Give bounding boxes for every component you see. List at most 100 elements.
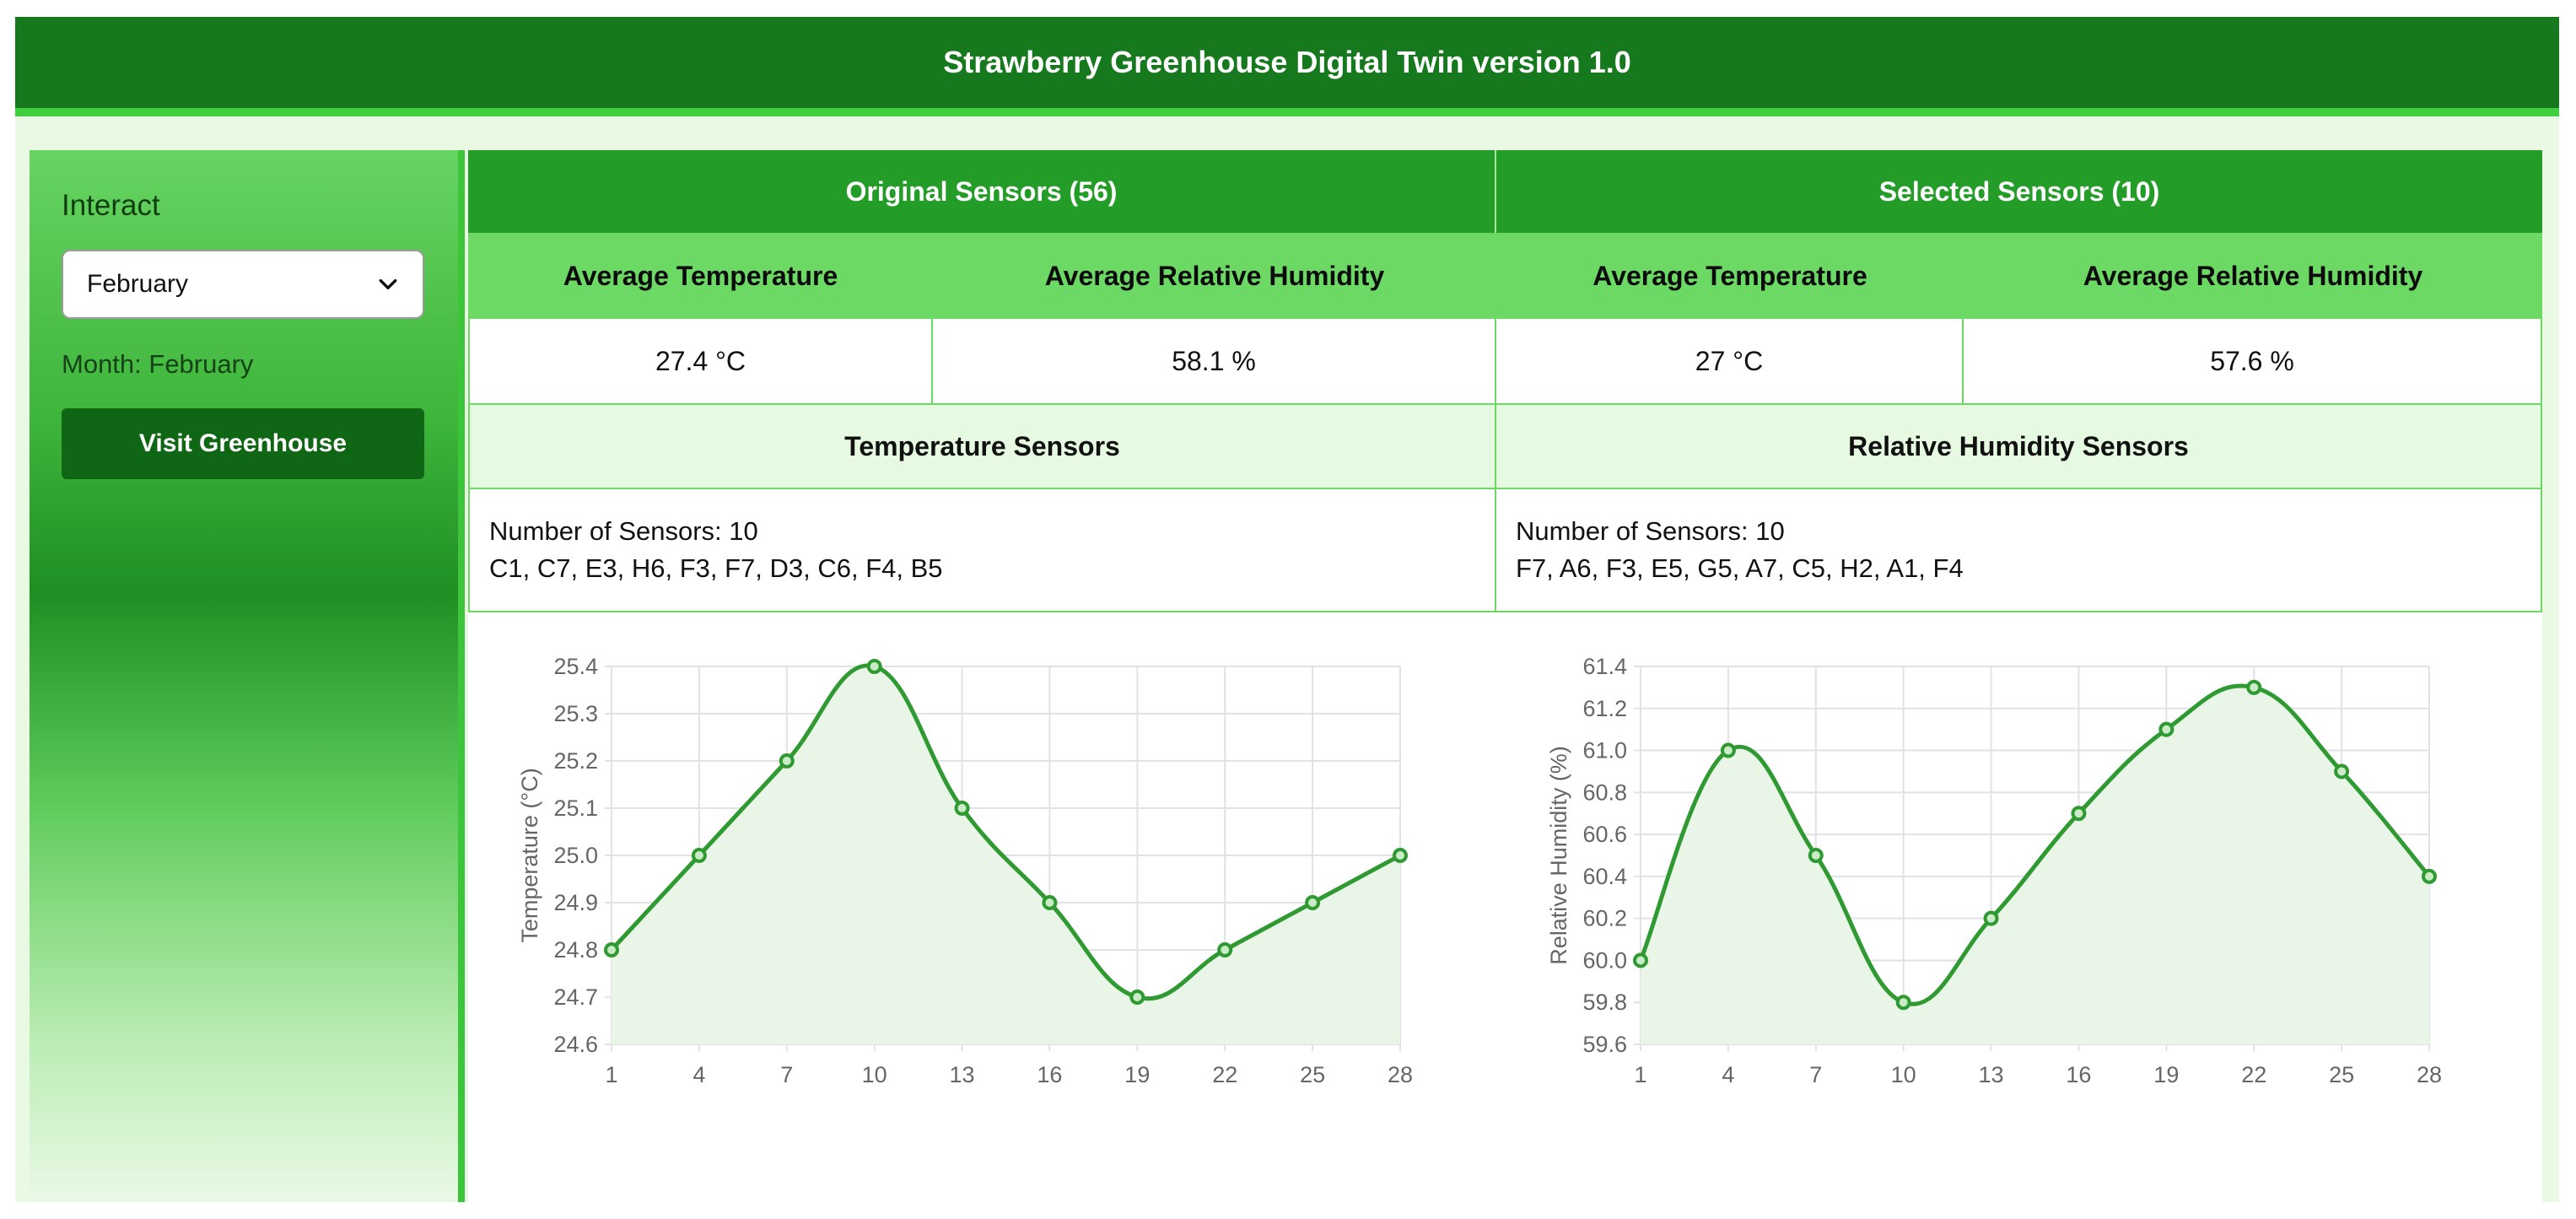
temperature-chart-y-tick-label: 24.9: [553, 890, 598, 915]
temperature-chart-x-tick-label: 25: [1300, 1062, 1325, 1087]
month-label: Month: February: [62, 349, 254, 379]
temperature-chart-point-22: [1217, 942, 1233, 957]
temperature-chart-y-axis-label: Temperature (°C): [517, 768, 542, 942]
original-avg-temp-header: Average Temperature: [563, 260, 838, 291]
chevron-down-icon: [379, 278, 397, 290]
temperature-chart-y-tick-label: 24.6: [553, 1032, 598, 1057]
main-panel: Original Sensors (56) Selected Sensors (…: [468, 150, 2542, 1202]
humidity-chart-y-tick-label: 60.0: [1582, 947, 1627, 973]
humidity-chart-y-tick-label: 60.4: [1582, 864, 1627, 889]
humidity-chart-x-tick-label: 16: [2066, 1062, 2091, 1087]
month-select[interactable]: February: [62, 250, 424, 319]
selected-avg-hum-header: Average Relative Humidity: [2083, 260, 2423, 291]
sidebar: Interact February Month: February Visit …: [30, 150, 465, 1202]
humidity-chart-point-1: [1633, 952, 1648, 968]
temperature-sensor-info: Number of Sensors: 10 C1, C7, E3, H6, F3…: [468, 489, 1496, 612]
selected-avg-temp-header: Average Temperature: [1592, 260, 1867, 291]
app-frame: Strawberry Greenhouse Digital Twin versi…: [15, 17, 2559, 1202]
humidity-chart-y-tick-label: 60.8: [1582, 779, 1627, 805]
humidity-chart-y-tick-label: 61.4: [1582, 654, 1627, 679]
humidity-chart-area: [1641, 685, 2429, 1044]
month-select-value: February: [87, 270, 189, 298]
humidity-chart-y-axis-label: Relative Humidity (%): [1546, 746, 1571, 965]
temperature-chart-point-16: [1042, 895, 1058, 910]
humidity-chart-point-10: [1895, 995, 1911, 1011]
selected-avg-temp-value: 27 °C: [1496, 319, 1964, 405]
selected-avg-hum-value: 57.6 %: [1964, 319, 2542, 405]
metric-value-row: 27.4 °C 58.1 % 27 °C 57.6 %: [468, 319, 2542, 405]
temperature-chart-y-tick-label: 24.7: [553, 984, 598, 1010]
sidebar-title: Interact: [62, 189, 160, 222]
temperature-chart-series-line: [610, 663, 1402, 1001]
humidity-chart-point-13: [1983, 910, 1999, 926]
metric-header-row: Average Temperature Average Relative Hum…: [468, 233, 2542, 319]
temperature-chart-y-tick-label: 25.2: [553, 748, 598, 774]
humidity-chart-x-tick-label: 10: [1891, 1062, 1916, 1087]
temperature-chart-point-4: [691, 848, 707, 863]
humidity-sensors-title: Relative Humidity Sensors: [1496, 405, 2542, 489]
humidity-chart-point-4: [1720, 742, 1736, 758]
original-avg-temp-value: 27.4 °C: [468, 319, 933, 405]
temperature-chart-point-10: [866, 659, 882, 674]
temperature-chart-y-tick-label: 24.8: [553, 937, 598, 963]
temperature-sensor-count: Number of Sensors: 10: [489, 516, 758, 546]
humidity-chart-y-tick-label: 61.2: [1582, 696, 1627, 721]
temperature-chart-x-tick-label: 19: [1124, 1062, 1150, 1087]
temperature-chart-x-tick-label: 7: [780, 1062, 793, 1087]
humidity-chart-y-tick-label: 60.6: [1582, 822, 1627, 847]
temperature-chart-x-tick-label: 16: [1037, 1062, 1062, 1087]
temperature-chart-y-tick-label: 25.4: [553, 654, 598, 679]
humidity-sensor-count: Number of Sensors: 10: [1516, 516, 1785, 546]
humidity-chart-x-tick-label: 28: [2417, 1062, 2442, 1087]
sensor-type-header-row: Temperature Sensors Relative Humidity Se…: [468, 405, 2542, 489]
humidity-chart-x-tick-label: 7: [1809, 1062, 1822, 1087]
humidity-chart-x-tick-label: 19: [2153, 1062, 2179, 1087]
humidity-chart-point-22: [2246, 679, 2262, 695]
temperature-chart-x-tick-label: 10: [862, 1062, 887, 1087]
original-avg-hum-value: 58.1 %: [933, 319, 1496, 405]
app-title: Strawberry Greenhouse Digital Twin versi…: [943, 45, 1631, 79]
temperature-chart-point-1: [604, 942, 619, 957]
humidity-chart-y-tick-label: 61.0: [1582, 738, 1627, 763]
temperature-chart-point-13: [954, 801, 970, 816]
temperature-chart-x-tick-label: 28: [1388, 1062, 1413, 1087]
temperature-chart-point-19: [1129, 990, 1145, 1005]
humidity-chart-y-tick-label: 59.8: [1582, 990, 1627, 1015]
humidity-chart-y-tick-label: 60.2: [1582, 906, 1627, 931]
humidity-chart-point-7: [1808, 848, 1824, 863]
humidity-chart-series-line: [1638, 683, 2431, 1006]
temperature-chart-x-tick-label: 4: [693, 1062, 705, 1087]
humidity-chart-point-16: [2071, 806, 2087, 822]
temperature-chart-x-tick-label: 1: [605, 1062, 617, 1087]
humidity-chart-x-tick-label: 22: [2241, 1062, 2266, 1087]
humidity-chart-x-tick-label: 1: [1634, 1062, 1646, 1087]
temperature-line-chart: 24.6 24.7 24.8 24.9 25.0 25.1 25.2 25.3 25.4 1 4 7 1…: [517, 654, 1413, 1087]
sensor-group-header-row: Original Sensors (56) Selected Sensors (…: [468, 150, 2542, 233]
humidity-chart-x-tick-label: 4: [1722, 1062, 1734, 1087]
temperature-chart-point-28: [1393, 848, 1408, 863]
humidity-chart-x-tick-label: 13: [1979, 1062, 2004, 1087]
humidity-line-chart: 59.6 59.8 60.0 60.2 60.4 60.6 60.8 61.0 61.2 61.4…: [1546, 654, 2442, 1087]
visit-greenhouse-button[interactable]: Visit Greenhouse: [62, 408, 424, 479]
temperature-chart-y-tick-label: 25.1: [553, 796, 598, 821]
temperature-chart-x-tick-label: 13: [950, 1062, 975, 1087]
humidity-chart-point-25: [2334, 763, 2350, 779]
original-avg-hum-header: Average Relative Humidity: [1044, 260, 1385, 291]
temperature-chart-y-tick-label: 25.0: [553, 843, 598, 868]
temperature-sensor-list: C1, C7, E3, H6, F3, F7, D3, C6, F4, B5: [489, 553, 943, 583]
humidity-sensor-list: F7, A6, F3, E5, G5, A7, C5, H2, A1, F4: [1516, 553, 1964, 583]
temperature-chart-x-tick-label: 22: [1212, 1062, 1237, 1087]
sensor-list-row: Number of Sensors: 10 C1, C7, E3, H6, F3…: [468, 489, 2542, 612]
original-sensors-title: Original Sensors (56): [468, 150, 1496, 233]
temperature-chart-area: [612, 665, 1400, 1044]
temperature-sensors-title: Temperature Sensors: [468, 405, 1496, 489]
humidity-chart-point-19: [2158, 721, 2175, 737]
temperature-chart-point-25: [1305, 895, 1321, 910]
temperature-chart-point-7: [779, 753, 795, 769]
temperature-chart-y-tick-label: 25.3: [553, 701, 598, 726]
humidity-chart-point-28: [2422, 868, 2437, 884]
humidity-chart-x-tick-label: 25: [2329, 1062, 2354, 1087]
selected-sensors-title: Selected Sensors (10): [1878, 175, 2160, 207]
humidity-sensor-info: Number of Sensors: 10 F7, A6, F3, E5, G5…: [1496, 489, 2542, 612]
humidity-chart-y-tick-label: 59.6: [1582, 1032, 1627, 1057]
